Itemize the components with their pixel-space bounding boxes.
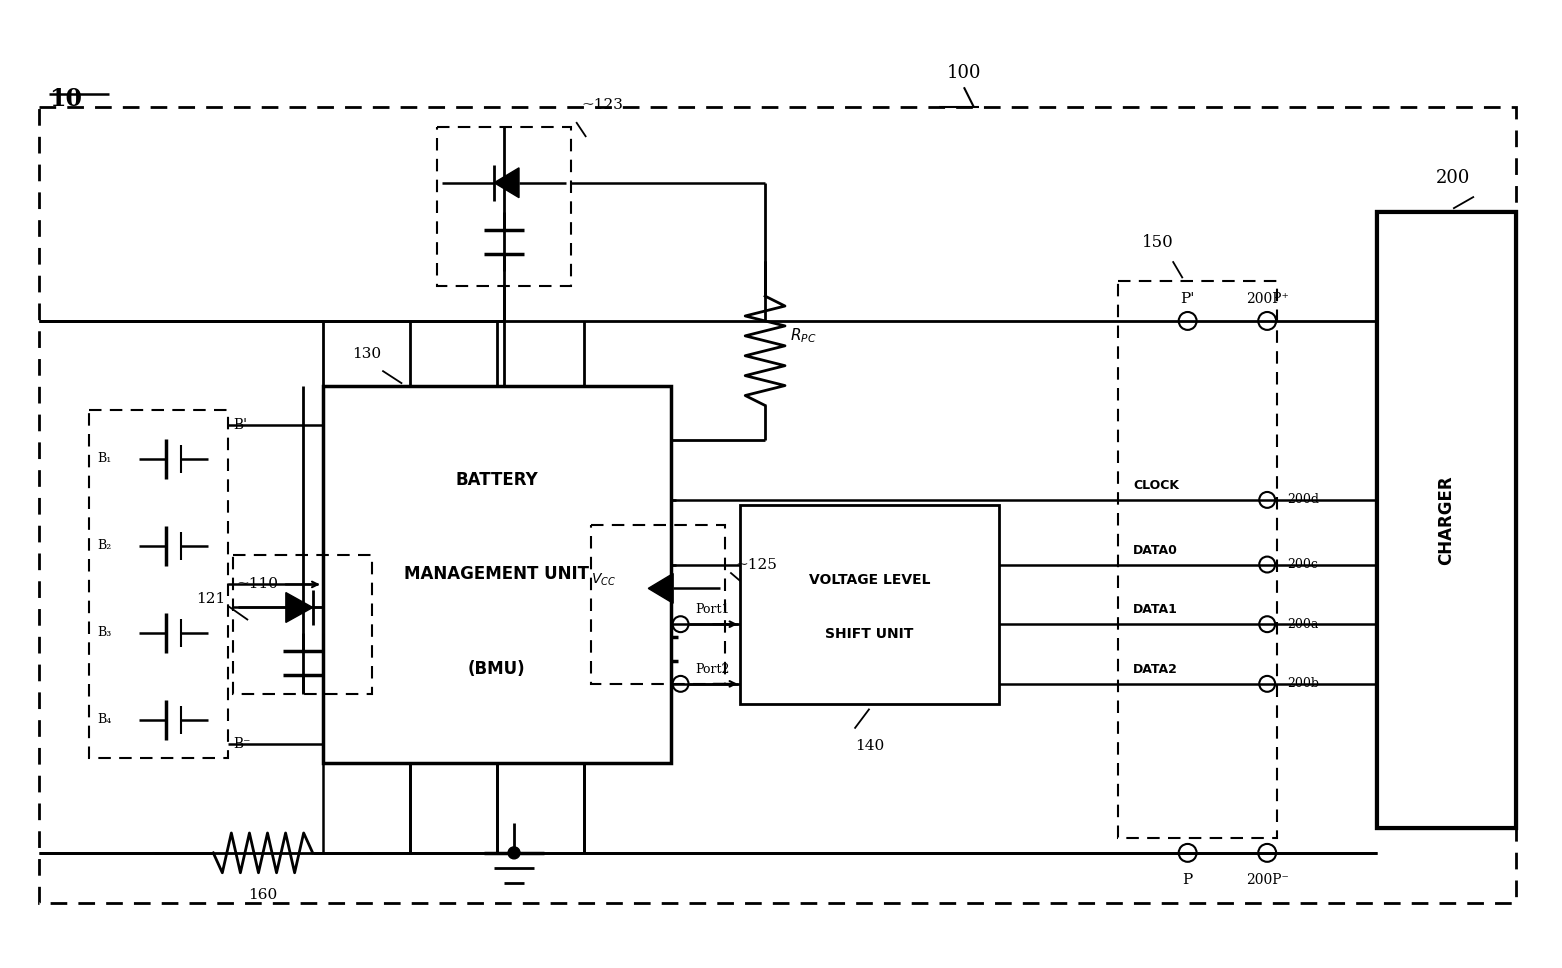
Text: ~125: ~125 <box>736 558 778 571</box>
Bar <box>590 525 725 683</box>
Text: 10: 10 <box>50 87 83 111</box>
Polygon shape <box>494 167 519 197</box>
Text: ~110: ~110 <box>236 578 278 591</box>
Bar <box>1118 281 1278 838</box>
Text: DATA2: DATA2 <box>1132 663 1178 676</box>
Text: B₄: B₄ <box>97 713 111 726</box>
Text: $R_{PC}$: $R_{PC}$ <box>790 326 817 346</box>
Bar <box>437 127 572 287</box>
Text: $V_{CC}$: $V_{CC}$ <box>590 571 615 588</box>
Text: B₂: B₂ <box>97 539 111 553</box>
Bar <box>39 107 1515 902</box>
Text: 200P⁺: 200P⁺ <box>1246 292 1289 306</box>
Text: CHARGER: CHARGER <box>1437 475 1456 564</box>
Bar <box>89 410 228 758</box>
Text: 150: 150 <box>1142 234 1173 252</box>
Text: 160: 160 <box>248 888 278 901</box>
Text: BATTERY: BATTERY <box>455 471 537 489</box>
Text: 200b: 200b <box>1287 678 1318 690</box>
Text: B⁻: B⁻ <box>233 737 250 750</box>
Text: 200d: 200d <box>1287 494 1318 506</box>
Circle shape <box>508 847 520 859</box>
Bar <box>323 385 670 764</box>
Text: (BMU): (BMU) <box>469 660 525 678</box>
Text: P': P' <box>1181 292 1195 306</box>
Text: MANAGEMENT UNIT: MANAGEMENT UNIT <box>405 565 589 584</box>
Text: DATA1: DATA1 <box>1132 603 1178 617</box>
Text: VOLTAGE LEVEL: VOLTAGE LEVEL <box>809 573 931 588</box>
Bar <box>1376 212 1515 828</box>
Text: DATA0: DATA0 <box>1132 544 1178 557</box>
Text: 130: 130 <box>353 347 381 361</box>
Text: Port1: Port1 <box>695 603 729 617</box>
Bar <box>233 555 372 694</box>
Text: 100: 100 <box>947 64 981 82</box>
Text: SHIFT UNIT: SHIFT UNIT <box>825 627 914 641</box>
Polygon shape <box>286 592 312 622</box>
Text: 200a: 200a <box>1287 618 1318 631</box>
Text: 200P⁻: 200P⁻ <box>1246 873 1289 887</box>
Bar <box>740 505 998 704</box>
Text: ~123: ~123 <box>581 98 623 112</box>
Text: Port2: Port2 <box>695 663 729 676</box>
Text: B₃: B₃ <box>97 626 111 640</box>
Bar <box>1376 212 1515 828</box>
Text: B₁: B₁ <box>97 452 111 466</box>
Text: 200: 200 <box>1435 168 1470 187</box>
Text: 200c: 200c <box>1287 558 1318 571</box>
Text: B': B' <box>233 418 247 433</box>
Text: CLOCK: CLOCK <box>1132 479 1179 492</box>
Text: 140: 140 <box>854 739 884 752</box>
Text: 121: 121 <box>195 592 225 606</box>
Polygon shape <box>648 573 673 603</box>
Text: P: P <box>1182 873 1193 887</box>
